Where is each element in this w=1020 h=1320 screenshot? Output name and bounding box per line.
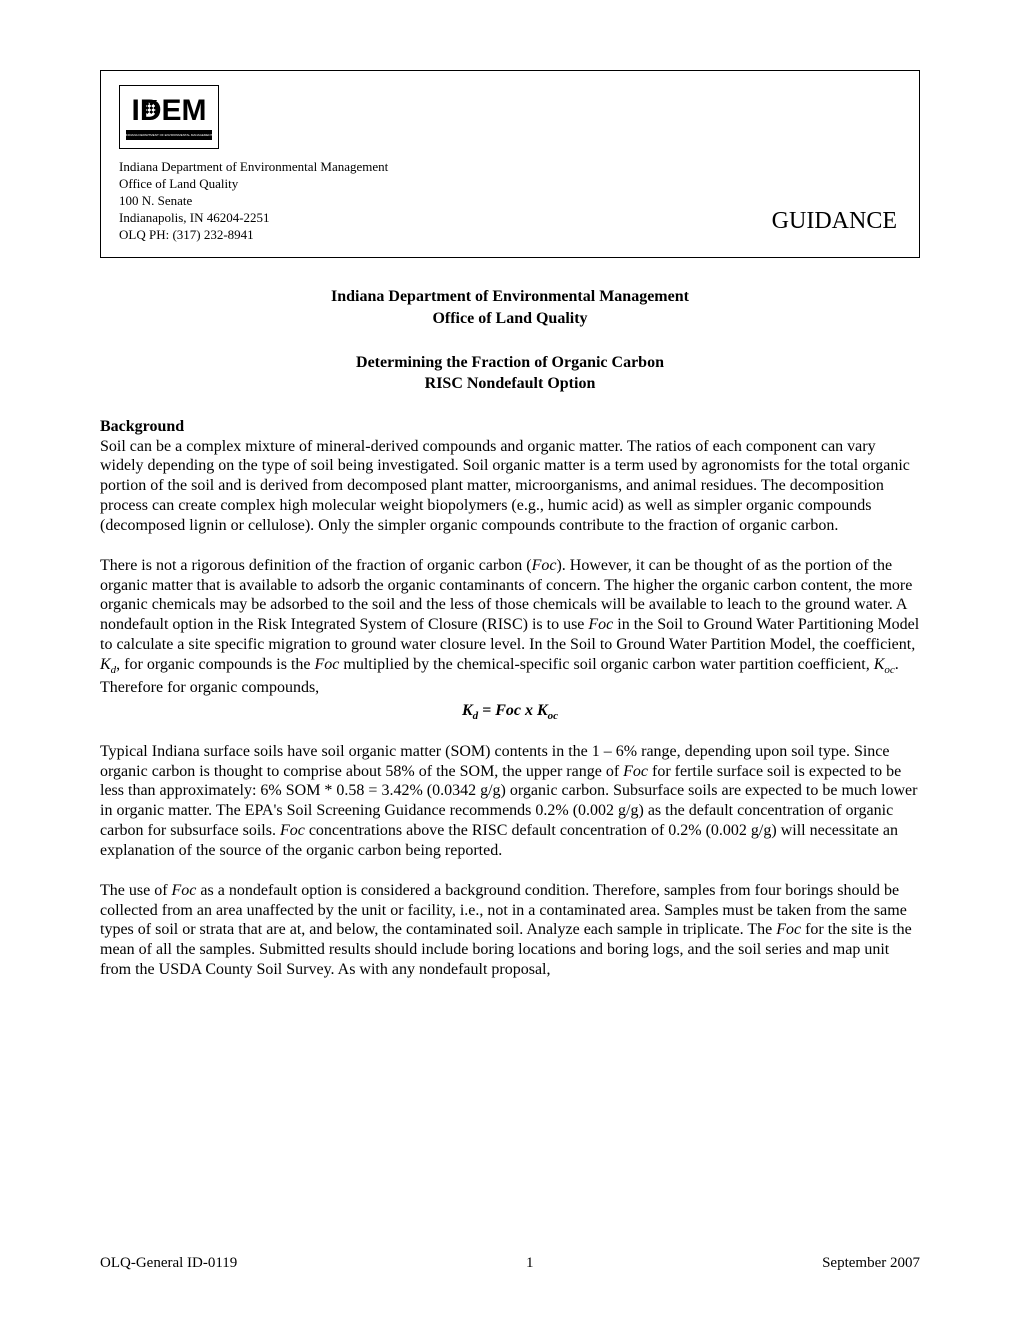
background-heading: Background (100, 418, 184, 435)
logo-checker-pattern (143, 100, 157, 114)
subtitle-line-1: Determining the Fraction of Organic Carb… (100, 352, 920, 374)
para1-text: Soil can be a complex mixture of mineral… (100, 438, 910, 534)
para4-foc1: Foc (172, 882, 197, 899)
logo-letter-m: M (182, 94, 207, 128)
footer-page-number: 1 (526, 1255, 534, 1272)
footer-left: OLQ-General ID-0119 (100, 1255, 237, 1272)
para2-foc1: Foc (532, 557, 557, 574)
background-paragraph: Background Soil can be a complex mixture… (100, 417, 920, 536)
para2-foc3: Foc (315, 656, 340, 673)
para3: Typical Indiana surface soils have soil … (100, 742, 920, 861)
para2-foc2: Foc (588, 616, 613, 633)
equation: Kd = Foc x Koc (100, 702, 920, 722)
footer-right: September 2007 (822, 1255, 920, 1272)
para2-koc-sub: oc (884, 664, 894, 676)
para2-mid3: , for organic compounds is the (116, 656, 314, 673)
address-line-2: Office of Land Quality (119, 176, 901, 193)
para3-foc1: Foc (623, 763, 648, 780)
letterhead-box: I D E M INDIANA DEPARTMENT OF ENVIRONMEN… (100, 70, 920, 258)
eq-koc-sub: oc (548, 710, 558, 722)
guidance-label: GUIDANCE (772, 208, 897, 235)
para2-pre: There is not a rigorous definition of th… (100, 557, 532, 574)
logo-letter-i: I (131, 94, 139, 128)
para2-mid4: multiplied by the chemical-specific soil… (339, 656, 865, 673)
logo-bottom-text: INDIANA DEPARTMENT OF ENVIRONMENTAL MANA… (126, 133, 213, 137)
para2-koc: , K (866, 656, 885, 673)
logo-acronym: I D E M (131, 94, 206, 128)
para4-foc2: Foc (776, 921, 801, 938)
page-footer: OLQ-General ID-0119 1 September 2007 (100, 1255, 920, 1272)
title-line-2: Office of Land Quality (100, 308, 920, 330)
para3-foc2: Foc (280, 822, 305, 839)
address-line-3: 100 N. Senate (119, 193, 901, 210)
eq-equals: = Foc x K (478, 702, 548, 719)
subtitle-line-2: RISC Nondefault Option (100, 373, 920, 395)
para2: There is not a rigorous definition of th… (100, 556, 920, 698)
idem-logo: I D E M INDIANA DEPARTMENT OF ENVIRONMEN… (119, 85, 219, 149)
document-title: Indiana Department of Environmental Mana… (100, 286, 920, 329)
para4: The use of Foc as a nondefault option is… (100, 881, 920, 980)
logo-letter-d-wrap: D (140, 94, 162, 128)
para4-pre: The use of (100, 882, 172, 899)
document-subtitle: Determining the Fraction of Organic Carb… (100, 352, 920, 395)
logo-letter-e: E (162, 94, 182, 128)
logo-bottom-bar: INDIANA DEPARTMENT OF ENVIRONMENTAL MANA… (126, 130, 212, 140)
eq-kd: K (462, 702, 473, 719)
address-line-1: Indiana Department of Environmental Mana… (119, 159, 901, 176)
title-line-1: Indiana Department of Environmental Mana… (100, 286, 920, 308)
